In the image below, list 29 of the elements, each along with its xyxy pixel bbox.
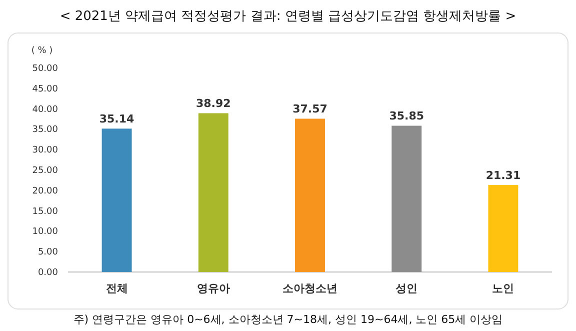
y-tick-label: 45.00 [32,84,58,94]
y-tick-label: 10.00 [32,227,58,238]
y-tick-label: 40.00 [32,104,58,115]
x-tick-label: 성인 [396,282,418,295]
data-label: 35.14 [99,112,135,126]
bar [198,113,228,272]
text: 주) 연령구간은 영유아 0~6세, 소아청소년 7~18세, 성인 19~64세, 노인 65세 이상임 [73,313,503,326]
x-tick-label: 소아청소년 [282,282,338,295]
data-label: 38.92 [196,97,231,110]
y-tick-label: 15.00 [32,206,58,217]
bar [392,126,422,272]
data-label: 37.57 [292,102,328,116]
x-tick-label: 영유아 [196,282,230,295]
y-axis-title: ( % ) [31,46,53,56]
bar [102,128,132,272]
bar [488,185,518,272]
data-label: 21.31 [486,169,521,182]
y-tick-label: 0.00 [38,268,58,278]
y-tick-label: 5.00 [38,248,58,258]
chart-title: < 2021년 약제급여 적정성평가 결과: 연령별 급성상기도감염 항생제처방률 > [60,9,516,24]
y-tick-label: 25.00 [32,166,58,176]
y-tick-label: 50.00 [32,64,58,74]
y-tick-label: 20.00 [32,186,58,196]
x-tick-label: 전체 [106,282,128,295]
data-label: 35.85 [389,110,424,123]
x-tick-label: 노인 [492,282,514,295]
bar [295,118,325,272]
y-tick-label: 30.00 [32,146,58,156]
y-tick-label: 35.00 [32,125,58,136]
